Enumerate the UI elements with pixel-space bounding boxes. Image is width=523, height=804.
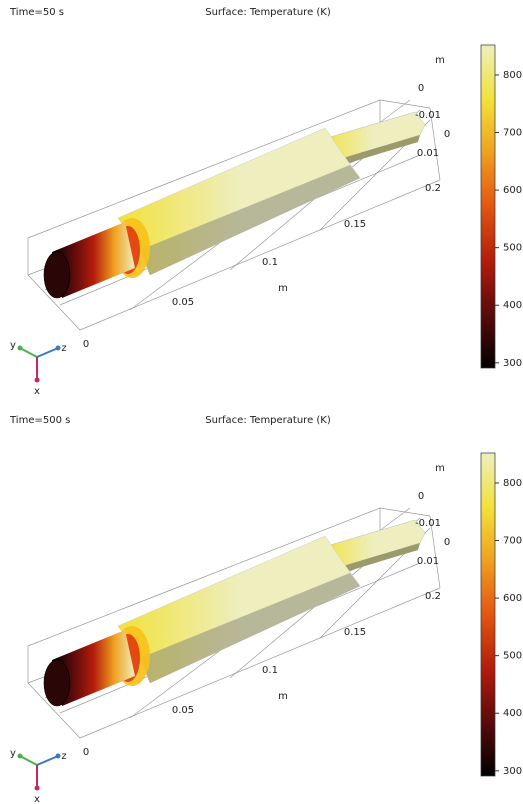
colorbar-tick-label: 300 xyxy=(503,358,522,369)
height-tick-label: 0 xyxy=(418,491,424,502)
triad-axis xyxy=(36,755,59,766)
triad-tip xyxy=(34,785,40,791)
triad-tip xyxy=(34,377,40,383)
triad-label: y xyxy=(10,748,16,759)
rod-cold xyxy=(52,222,135,298)
triad-label: z xyxy=(61,751,66,762)
panel: Time=50 s Surface: Temperature (K) 0 0.05 0.… xyxy=(9,7,522,397)
triad-tip xyxy=(17,345,23,351)
time-label: Time=50 s xyxy=(9,7,64,18)
box-line xyxy=(429,515,441,589)
colorbar-tick-label: 600 xyxy=(503,185,522,196)
depth-tick-label: 0 xyxy=(444,129,450,140)
colorbar-tick-label: 700 xyxy=(503,536,522,547)
triad-tip xyxy=(55,345,61,351)
length-tick-label: 0.1 xyxy=(262,665,278,676)
rod-main-shade xyxy=(140,573,360,683)
length-tick-label: 0.05 xyxy=(172,705,194,716)
time-label: Time=500 s xyxy=(9,415,70,426)
depth-tick-label: 0 xyxy=(444,537,450,548)
triad-axis xyxy=(19,755,38,766)
colorbar-tick-label: 700 xyxy=(503,128,522,139)
length-tick-label: 0.2 xyxy=(425,591,441,602)
length-tick-label: 0.2 xyxy=(425,183,441,194)
rod-cap xyxy=(43,659,71,707)
depth-tick-label: 0.01 xyxy=(417,148,439,159)
colorbar xyxy=(480,452,496,777)
colorbar-tick-label: 800 xyxy=(503,478,522,489)
length-tick-label: 0.15 xyxy=(344,219,366,230)
colorbar xyxy=(480,44,496,369)
length-tick-label: 0.05 xyxy=(172,297,194,308)
rod-main-shade xyxy=(140,165,360,275)
colorbar-tick-label: 800 xyxy=(503,70,522,81)
length-tick-label: 0 xyxy=(83,339,89,350)
triad-axis xyxy=(19,347,38,358)
triad-label: x xyxy=(34,386,40,397)
colorbar-tick-label: 500 xyxy=(503,651,522,662)
length-unit: m xyxy=(278,691,288,702)
colorbar-tick-label: 300 xyxy=(503,766,522,777)
length-unit: m xyxy=(278,283,288,294)
triad-label: x xyxy=(34,794,40,804)
box-line xyxy=(27,274,81,331)
rod-cold xyxy=(52,630,135,706)
colorbar-tick-label: 600 xyxy=(503,593,522,604)
plot-title: Surface: Temperature (K) xyxy=(205,415,331,426)
box-line xyxy=(27,507,381,647)
length-tick-label: 0.1 xyxy=(262,257,278,268)
depth-tick-label: -0.01 xyxy=(415,110,441,121)
plot-title: Surface: Temperature (K) xyxy=(205,7,331,18)
colorbar-tick-label: 500 xyxy=(503,243,522,254)
depth-tick-label: -0.01 xyxy=(415,518,441,529)
box-line xyxy=(429,107,441,181)
box-line xyxy=(79,179,441,331)
panel: Time=500 s Surface: Temperature (K) 0 0.05 0… xyxy=(9,415,522,804)
box-line xyxy=(27,99,381,239)
height-unit: m xyxy=(435,55,445,66)
box-line xyxy=(79,587,441,739)
triad-label: y xyxy=(10,340,16,351)
rod-thin-bottom xyxy=(330,135,420,168)
length-tick-label: 0 xyxy=(83,747,89,758)
rod-cap xyxy=(43,251,71,299)
height-tick-label: 0 xyxy=(418,83,424,94)
colorbar-tick-label: 400 xyxy=(503,300,522,311)
depth-tick-label: 0.01 xyxy=(417,556,439,567)
triad-tip xyxy=(17,753,23,759)
triad-tip xyxy=(55,753,61,759)
colorbar-tick-label: 400 xyxy=(503,708,522,719)
triad-label: z xyxy=(61,343,66,354)
box-line xyxy=(27,682,81,739)
rod-thin-bottom xyxy=(330,543,420,576)
triad-axis xyxy=(36,347,59,358)
height-unit: m xyxy=(435,463,445,474)
length-tick-label: 0.15 xyxy=(344,627,366,638)
